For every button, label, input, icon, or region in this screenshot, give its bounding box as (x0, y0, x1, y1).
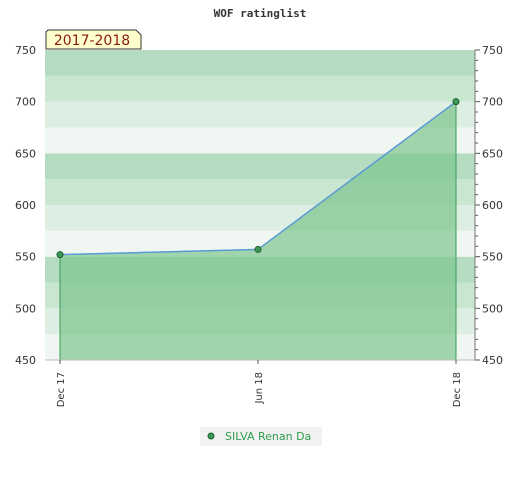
legend-box (200, 427, 322, 446)
plot-band (45, 50, 475, 76)
y-tick-label: 450 (15, 354, 36, 367)
legend: SILVA Renan Da (200, 427, 322, 446)
series-point (452, 98, 460, 106)
plot-band (45, 75, 475, 102)
y-axis-right: 450 500 550 600 650 700 750 (474, 44, 503, 367)
y-tick-label: 700 (15, 96, 36, 109)
badge-label: 2017-2018 (54, 33, 130, 49)
y-tick-label: 550 (482, 251, 503, 264)
badge-box (45, 29, 142, 50)
series-point (254, 245, 262, 253)
y-tick-label: 700 (482, 96, 503, 109)
x-axis: Dec 17 Jun 18 Dec 18 (45, 359, 475, 407)
y-tick-label: 650 (15, 147, 36, 160)
x-tick-label: Dec 18 (452, 372, 463, 407)
x-tick-label: Jun 18 (254, 372, 265, 405)
y-tick-label: 750 (15, 44, 36, 57)
y-tick-label: 550 (15, 251, 36, 264)
y-tick-label: 500 (482, 302, 503, 315)
plot-band (45, 101, 475, 128)
y-tick-label: 600 (15, 199, 36, 212)
x-tick-label: Dec 17 (56, 372, 67, 407)
y-tick-label: 750 (482, 44, 503, 57)
y-axis-left: 450 500 550 600 650 700 750 (15, 44, 36, 367)
chart-title: WOF ratinglist (214, 7, 307, 20)
legend-label: SILVA Renan Da (225, 430, 311, 443)
y-tick-label: 600 (482, 199, 503, 212)
series-point (56, 251, 64, 259)
y-tick-label: 450 (482, 354, 503, 367)
period-badge: 2017-2018 (45, 29, 142, 50)
y-tick-label: 500 (15, 302, 36, 315)
legend-marker (207, 432, 215, 440)
y-tick-label: 650 (482, 147, 503, 160)
